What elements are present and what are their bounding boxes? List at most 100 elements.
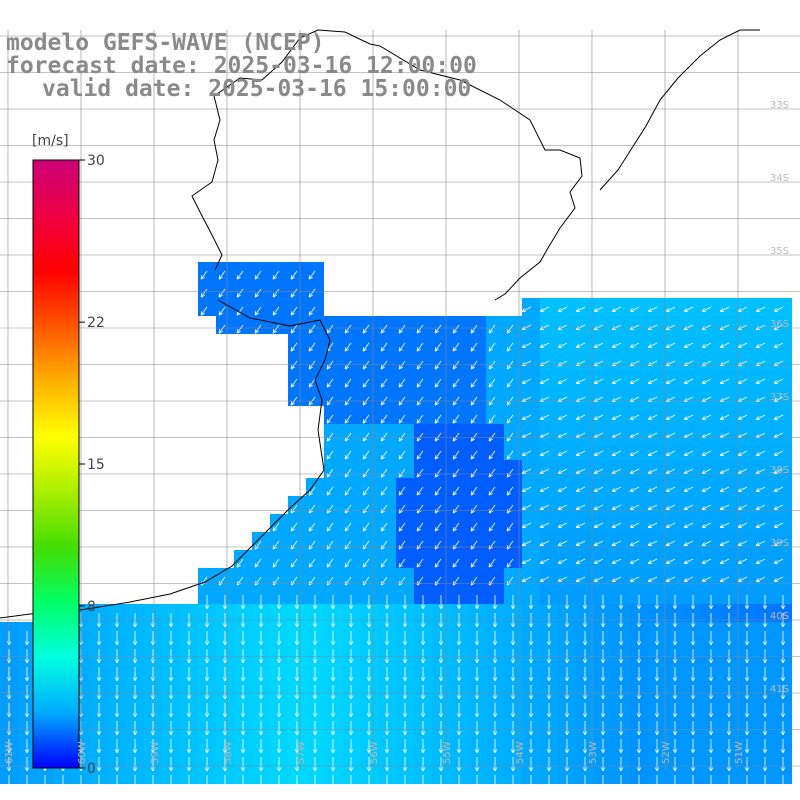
wind-arrow <box>434 324 442 334</box>
wind-arrow <box>258 757 264 772</box>
wind-arrow <box>708 685 714 700</box>
wind-arrow <box>762 721 768 736</box>
wind-arrow <box>575 504 586 510</box>
wind-arrow <box>456 721 462 736</box>
wind-arrow <box>240 649 246 664</box>
wind-arrow <box>575 450 586 456</box>
wind-arrow <box>762 685 768 700</box>
wind-arrow <box>488 558 496 568</box>
lon-label: 52W <box>661 741 672 764</box>
wind-arrow <box>726 595 732 610</box>
wind-arrow <box>312 739 318 754</box>
wind-arrow <box>564 739 570 754</box>
wind-arrow <box>506 522 514 532</box>
wind-arrow <box>344 504 352 514</box>
wind-arrow <box>600 739 606 754</box>
wind-arrow <box>434 360 442 370</box>
wind-arrow <box>546 631 552 646</box>
wind-arrow <box>344 324 352 334</box>
wind-arrow <box>308 270 316 280</box>
wind-arrow <box>254 324 262 334</box>
wind-arrow <box>564 595 570 610</box>
wind-arrow <box>308 504 316 514</box>
wind-arrow <box>629 450 640 456</box>
wind-arrow <box>186 775 192 790</box>
lon-label: 54W <box>515 741 526 764</box>
wind-arrow <box>452 504 460 514</box>
wind-arrow <box>506 342 514 352</box>
wind-arrow <box>96 739 102 754</box>
wind-arrow <box>755 414 766 420</box>
wind-arrow <box>492 685 498 700</box>
wind-arrow <box>492 739 498 754</box>
wind-arrow <box>362 414 370 424</box>
wind-arrow <box>744 757 750 772</box>
wind-arrow <box>438 775 444 790</box>
wind-arrow <box>330 685 336 700</box>
wind-arrow <box>384 685 390 700</box>
wind-arrow <box>557 558 568 564</box>
wind-arrow <box>528 631 534 646</box>
wind-arrow <box>312 703 318 718</box>
wind-arrow <box>132 631 138 646</box>
wind-arrow <box>708 775 714 790</box>
wind-arrow <box>600 649 606 664</box>
wind-arrow <box>168 775 174 790</box>
wind-arrow <box>546 721 552 736</box>
wind-arrow <box>240 595 246 610</box>
wind-arrow <box>240 739 246 754</box>
wind-arrow <box>719 468 730 474</box>
wind-arrow <box>258 667 264 682</box>
wind-arrow <box>575 558 586 564</box>
wind-arrow <box>96 631 102 646</box>
wind-arrow <box>456 703 462 718</box>
wind-arrow <box>528 595 534 610</box>
wind-arrow <box>510 775 516 790</box>
wind-arrow <box>308 522 316 532</box>
wind-arrow <box>539 486 550 492</box>
wind-arrow <box>539 576 550 582</box>
wind-arrow <box>344 360 352 370</box>
wind-arrow <box>672 703 678 718</box>
lon-label: 56W <box>369 741 380 764</box>
wind-arrow <box>611 558 622 564</box>
wind-arrow <box>204 685 210 700</box>
wind-arrow <box>672 649 678 664</box>
lat-label: 36S <box>770 319 789 330</box>
wind-arrow <box>744 739 750 754</box>
wind-arrow <box>690 685 696 700</box>
wind-arrow <box>647 378 658 384</box>
wind-arrow <box>755 486 766 492</box>
wind-arrow <box>398 414 406 424</box>
wind-arrow <box>593 486 604 492</box>
wind-arrow <box>96 757 102 772</box>
wind-arrow <box>470 342 478 352</box>
wind-arrow <box>690 667 696 682</box>
lon-label: 58W <box>223 741 234 764</box>
wind-arrow <box>665 450 676 456</box>
wind-arrow <box>546 775 552 790</box>
wind-arrow <box>780 757 786 772</box>
wind-arrow <box>528 685 534 700</box>
wind-arrow <box>506 414 514 424</box>
wind-arrow <box>690 721 696 736</box>
wind-arrow <box>629 378 640 384</box>
wind-arrow <box>132 685 138 700</box>
wind-arrow <box>456 595 462 610</box>
wind-arrow <box>294 685 300 700</box>
wind-arrow <box>683 468 694 474</box>
wind-arrow <box>276 703 282 718</box>
wind-arrow <box>611 306 622 312</box>
wind-arrow <box>683 306 694 312</box>
lat-label: 41S <box>770 684 789 695</box>
wind-arrow <box>690 649 696 664</box>
wind-arrow <box>647 306 658 312</box>
wind-arrow <box>521 486 532 492</box>
wind-arrow <box>683 342 694 348</box>
wind-arrow <box>492 649 498 664</box>
wind-arrow <box>773 486 784 492</box>
wind-arrow <box>474 649 480 664</box>
wind-arrow <box>636 721 642 736</box>
wind-arrow <box>204 595 210 610</box>
wind-arrow <box>780 721 786 736</box>
